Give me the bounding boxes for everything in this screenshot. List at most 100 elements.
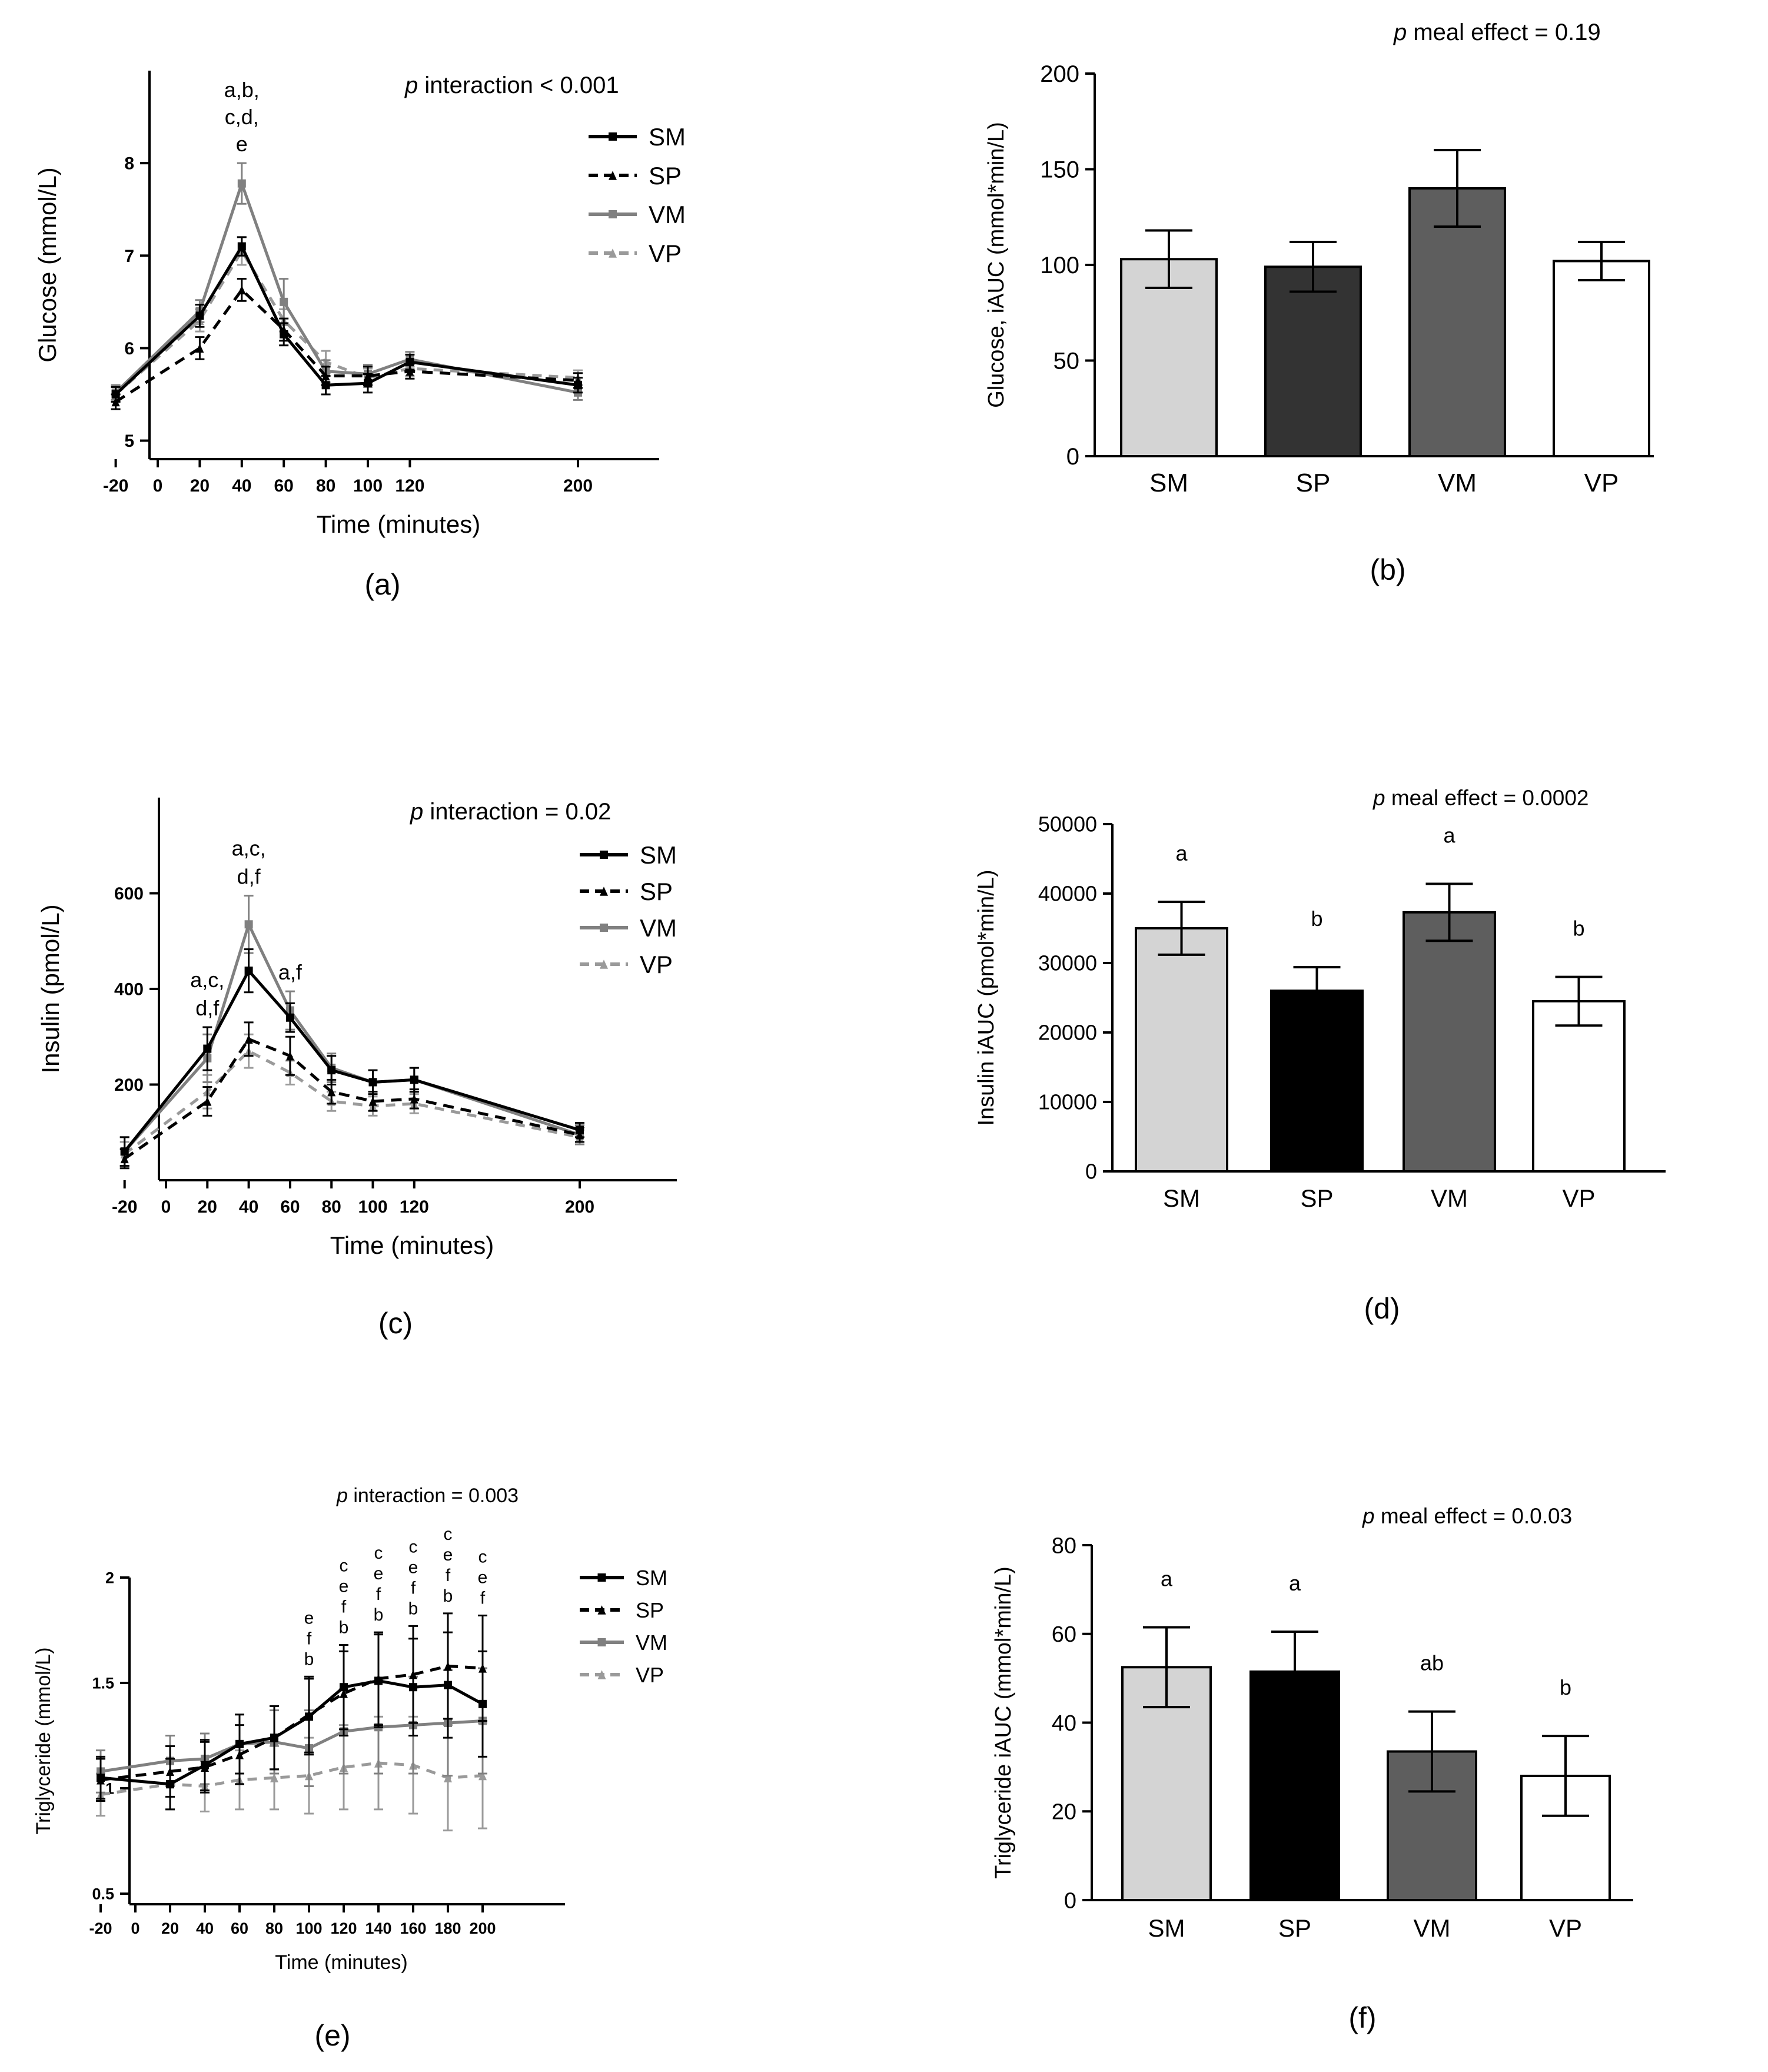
data-point (406, 358, 414, 366)
x-tick-label: 0 (153, 476, 163, 496)
significance-label: d,f (195, 996, 220, 1020)
x-tick-label: 60 (280, 1197, 300, 1217)
significance-letter-VM: ab (1420, 1651, 1444, 1675)
series-line-SM (114, 243, 579, 396)
legend-label-SM: SM (640, 841, 677, 869)
data-point (203, 1044, 212, 1053)
bar-VM (1403, 911, 1496, 1173)
series-line-VM (114, 178, 579, 394)
data-point (478, 1771, 487, 1781)
series-line-VP (100, 1761, 483, 1797)
data-point (270, 1734, 278, 1742)
data-point (195, 343, 204, 353)
data-point (166, 1779, 174, 1788)
x-tick-label: 80 (265, 1920, 283, 1937)
bar-chart-b: 0 50 100 150 200 Glucose, iAUC (mmol*min/L) SM… (984, 19, 1654, 586)
significance-label: c (340, 1556, 348, 1576)
category-label-SP: SP (1300, 1184, 1333, 1212)
y-tick-label: 2 (105, 1569, 114, 1586)
y-tick-label: 10000 (1038, 1090, 1097, 1114)
annotation-p: p (1393, 19, 1407, 45)
y-tick-label: 40 (1052, 1711, 1076, 1736)
significance-letter-VM: a (1443, 823, 1455, 847)
data-point (237, 285, 246, 295)
y-tick-label: 20000 (1038, 1021, 1097, 1045)
annotation-p: p (1372, 786, 1385, 810)
legend-label-VM: VM (640, 914, 677, 942)
legend-label-SP: SP (640, 878, 673, 905)
x-tick-label: 0 (131, 1920, 139, 1937)
significance-label: f (376, 1585, 381, 1604)
legend-label-VM: VM (649, 201, 686, 228)
x-tick-label: 60 (274, 476, 294, 496)
series-line-SP (115, 287, 579, 403)
legend-marker-SP (600, 886, 608, 896)
x-tick-label: 40 (232, 476, 251, 496)
series-line-SM (100, 1679, 484, 1786)
x-tick-label: 120 (330, 1920, 357, 1937)
significance-label: e (304, 1608, 314, 1628)
legend-marker-VP (597, 1670, 606, 1679)
x-tick-label: 200 (565, 1197, 594, 1217)
significance-label: c (409, 1537, 418, 1556)
significance-label: f (446, 1566, 451, 1585)
y-axis-label: Insulin (pmol/L) (36, 904, 64, 1073)
x-tick-label: 100 (295, 1920, 322, 1937)
x-tick-label: 200 (563, 476, 593, 496)
annotation: p interaction < 0.001 (404, 72, 619, 98)
legend-label-VP: VP (649, 240, 682, 267)
x-tick-label: -20 (103, 476, 128, 496)
y-tick-label: 200 (114, 1075, 144, 1095)
series-line-VM (123, 920, 580, 1153)
data-point (244, 920, 253, 929)
series-SP (111, 278, 583, 410)
panel-label: (a) (364, 568, 400, 601)
category-label-VP: VP (1562, 1184, 1595, 1212)
significance-label: b (408, 1599, 418, 1618)
significance-label: c (478, 1547, 487, 1566)
significance-label: f (411, 1578, 416, 1598)
legend-label-SP: SP (649, 162, 682, 190)
data-point (195, 311, 204, 320)
category-label-SM: SM (1148, 1914, 1185, 1942)
x-tick-label: 100 (358, 1197, 387, 1217)
data-point (444, 1681, 452, 1689)
x-tick-label: 0 (161, 1197, 171, 1217)
data-point (321, 381, 330, 390)
x-tick-label: 200 (469, 1920, 496, 1937)
y-tick-label: 1.5 (92, 1674, 114, 1692)
series-line-SP (124, 1037, 580, 1160)
bar-SP (1270, 989, 1364, 1173)
y-tick-label: 0 (1064, 1888, 1076, 1913)
significance-label: f (341, 1598, 347, 1617)
annotation-text: interaction = 0.003 (348, 1485, 519, 1507)
data-point (478, 1699, 487, 1708)
series-SM (111, 236, 583, 403)
x-tick-label: 140 (365, 1920, 391, 1937)
significance-label: a,c, (190, 968, 224, 992)
data-point (410, 1094, 418, 1104)
significance-label: a,b, (224, 78, 260, 102)
y-axis-label: Triglyceride iAUC (mmol*min/L) (991, 1566, 1016, 1879)
annotation: p meal effect = 0.19 (1393, 19, 1601, 45)
x-tick-label: 180 (434, 1920, 461, 1937)
y-tick-label: 50000 (1038, 812, 1097, 836)
data-point (327, 1087, 336, 1097)
category-label-SM: SM (1163, 1184, 1200, 1212)
x-tick-label: 80 (322, 1197, 341, 1217)
category-label-VM: VM (1438, 469, 1477, 497)
annotation: p interaction = 0.02 (410, 799, 611, 825)
y-tick-label: 7 (124, 247, 134, 266)
y-tick-label: 0 (1085, 1160, 1097, 1184)
y-axis-label: Triglyceride (mmol/L) (32, 1647, 55, 1834)
category-label-VM: VM (1431, 1184, 1468, 1212)
line-chart-e: 0.511.52-20 0 20 40 60 80 100 120 140 160 180 200Ti… (32, 1485, 667, 2052)
line-chart-a: 5 6 7 8 -20 0 20 40 60 80 100 120 200 Time (minutes) G… (34, 71, 686, 601)
panel-label: (c) (378, 1307, 413, 1340)
data-point (280, 330, 288, 338)
annotation-p: p (404, 72, 418, 98)
data-point (270, 1773, 278, 1782)
category-label-VP: VP (1549, 1914, 1582, 1942)
annotation-text: interaction < 0.001 (418, 72, 619, 98)
legend-label-SM: SM (649, 123, 686, 151)
